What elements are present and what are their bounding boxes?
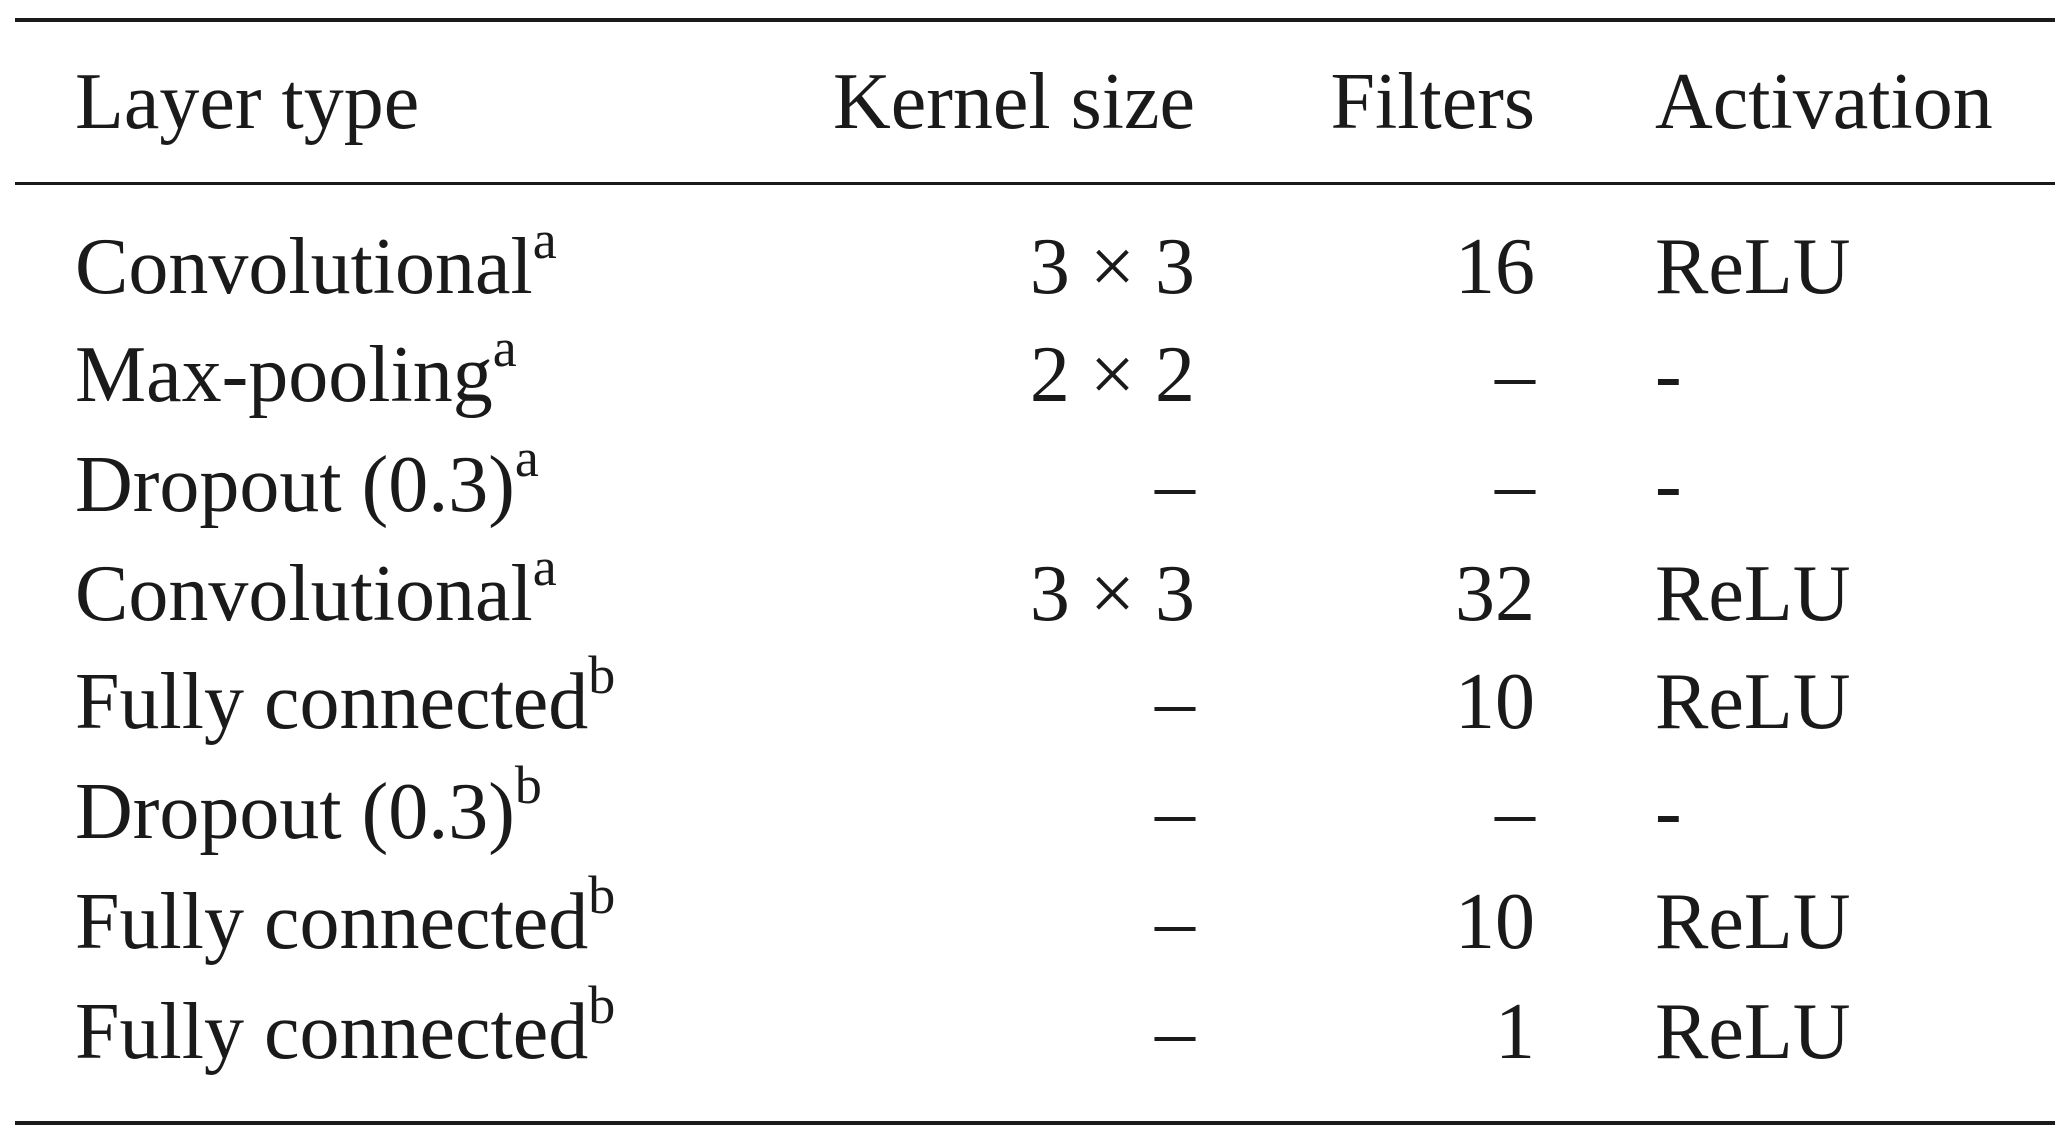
layer-name: Fully connected [75, 878, 589, 966]
layer-type-cell: Fully connectedb [15, 868, 615, 962]
footnote-marker: a [532, 536, 557, 597]
kernel-size-cell: – [1155, 658, 1195, 746]
kernel-size-cell: 3 × 3 [1029, 549, 1195, 638]
layer-type-cell: Max-poolinga [15, 321, 517, 415]
footnote-marker: b [588, 865, 616, 925]
table-row: Dropout (0.3)a – – - [15, 430, 2055, 540]
top-rule [15, 18, 2055, 22]
table-row: Fully connectedb – 10 ReLU [15, 867, 2055, 977]
header-filters: Filters [1330, 58, 1535, 146]
table-row: Max-poolinga 2 × 2 – - [15, 320, 2055, 430]
layer-type-cell: Dropout (0.3)a [15, 431, 539, 525]
filters-cell: – [1495, 441, 1535, 529]
layer-table: Layer type Kernel size Filters Activatio… [15, 18, 2055, 1125]
layer-type-cell: Convolutionala [15, 540, 557, 634]
activation-cell: ReLU [1655, 988, 1851, 1076]
kernel-size-cell: 3 × 3 [1029, 222, 1195, 311]
header-activation: Activation [1655, 58, 1993, 146]
layer-name: Fully connected [75, 988, 589, 1076]
layer-name: Fully connected [75, 658, 589, 746]
footnote-marker: b [514, 755, 542, 815]
kernel-size-cell: – [1155, 768, 1195, 856]
kernel-size-cell: 2 × 2 [1029, 331, 1195, 419]
table-header-row: Layer type Kernel size Filters Activatio… [15, 22, 2055, 182]
filters-cell: 10 [1455, 878, 1535, 966]
activation-cell: - [1655, 768, 1682, 856]
header-rule [15, 182, 2055, 185]
table-row: Convolutionala 3 × 3 16 ReLU [15, 213, 2055, 320]
layer-name: Dropout (0.3) [75, 441, 515, 529]
activation-cell: - [1655, 441, 1682, 529]
activation-cell: - [1655, 331, 1682, 419]
activation-cell: ReLU [1655, 222, 1851, 311]
footnote-marker: a [514, 428, 539, 488]
activation-cell: ReLU [1655, 878, 1851, 966]
bottom-rule [15, 1121, 2055, 1125]
header-kernel-size: Kernel size [832, 58, 1195, 146]
layer-type-cell: Dropout (0.3)b [15, 758, 542, 852]
filters-cell: – [1495, 331, 1535, 419]
filters-cell: 32 [1455, 549, 1535, 638]
filters-cell: 16 [1455, 222, 1535, 311]
footnote-marker: b [588, 645, 616, 705]
layer-type-cell: Convolutionala [15, 213, 557, 307]
kernel-size-cell: – [1155, 878, 1195, 966]
footnote-marker: b [588, 975, 616, 1035]
table-body: Convolutionala 3 × 3 16 ReLU Max-pooling… [15, 185, 2055, 1121]
layer-name: Convolutional [75, 549, 533, 638]
header-layer-type: Layer type [75, 58, 420, 146]
footnote-marker: a [532, 209, 557, 270]
filters-cell: 1 [1495, 988, 1535, 1076]
table-row: Fully connectedb – 1 ReLU [15, 977, 2055, 1087]
footnote-marker: a [492, 318, 517, 378]
kernel-size-cell: – [1155, 441, 1195, 529]
kernel-size-cell: – [1155, 988, 1195, 1076]
layer-name: Max-pooling [75, 331, 493, 419]
layer-name: Dropout (0.3) [75, 768, 515, 856]
filters-cell: – [1495, 768, 1535, 856]
filters-cell: 10 [1455, 658, 1535, 746]
layer-type-cell: Fully connectedb [15, 978, 615, 1072]
activation-cell: ReLU [1655, 549, 1851, 638]
layer-name: Convolutional [75, 222, 533, 311]
table-row: Fully connectedb – 10 ReLU [15, 647, 2055, 757]
activation-cell: ReLU [1655, 658, 1851, 746]
table-row: Convolutionala 3 × 3 32 ReLU [15, 540, 2055, 647]
layer-type-cell: Fully connectedb [15, 648, 615, 742]
table-row: Dropout (0.3)b – – - [15, 757, 2055, 867]
